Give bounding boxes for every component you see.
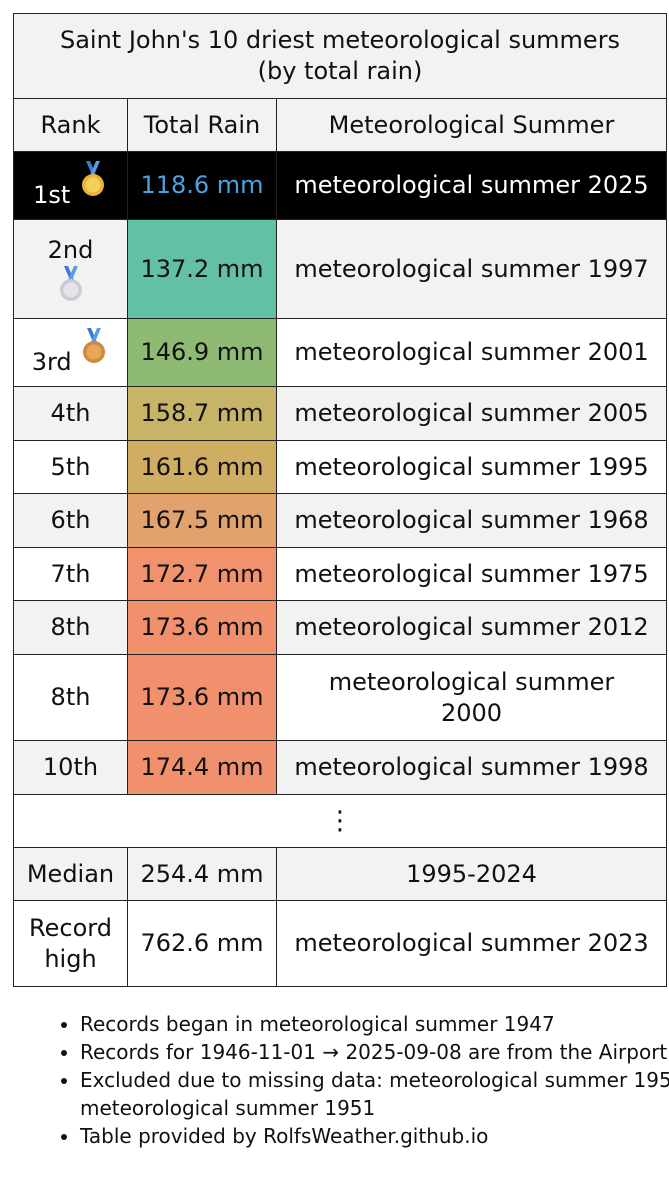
rain-value: 137.2 mm [127, 219, 277, 319]
note-item: Records for 1946-11-01 → 2025-09-08 are … [80, 1038, 669, 1066]
rain-value: 158.7 mm [127, 386, 277, 441]
rank-cell: 6th [13, 493, 128, 548]
record-label-line-2: high [44, 944, 97, 973]
season-cell: meteorological summer 2012 [275, 600, 668, 655]
table-row: 8th 173.6 mm meteorological summer 2000 [13, 654, 668, 741]
title-line-1: Saint John's 10 driest meteorological su… [59, 26, 621, 54]
median-row: Median 254.4 mm 1995-2024 [13, 847, 668, 901]
season-cell: meteorological summer 1998 [275, 740, 668, 795]
table-title: Saint John's 10 driest meteorological su… [12, 13, 668, 99]
table-row: 6th 167.5 mm meteorological summer 1968 [13, 493, 668, 548]
rank-cell: 4th [13, 386, 128, 441]
season-cell: meteorological summer 1975 [275, 547, 668, 601]
rank-label: 2nd [47, 235, 94, 264]
record-high-label: Record high [13, 900, 128, 987]
header-rank: Rank [13, 98, 128, 152]
rank-cell: 8th [13, 654, 128, 741]
table-row: 4th 158.7 mm meteorological summer 2005 [13, 386, 668, 441]
rank-cell: 8th [13, 600, 128, 655]
median-period: 1995-2024 [275, 847, 668, 901]
rank-cell: 2nd [13, 219, 128, 319]
rain-value: 146.9 mm [127, 318, 277, 387]
note-item: Excluded due to missing data: meteorolog… [80, 1066, 669, 1122]
table-row: 2nd 137.2 mm meteorological summer 1997 [13, 219, 668, 319]
rank-label: 3rd [31, 347, 72, 376]
rain-value: 172.7 mm [127, 547, 277, 601]
note-item: Table provided by RolfsWeather.github.io [80, 1122, 669, 1150]
season-cell: meteorological summer 2001 [275, 318, 668, 387]
table-row: 8th 173.6 mm meteorological summer 2012 [13, 600, 668, 655]
table-row: 7th 172.7 mm meteorological summer 1975 [13, 547, 668, 601]
header-total-rain: Total Rain [127, 98, 277, 152]
header-row: Rank Total Rain Meteorological Summer [13, 98, 668, 152]
rain-value: 173.6 mm [127, 600, 277, 655]
table-row: 3rd 146.9 mm meteorological summer 2001 [13, 318, 668, 387]
record-high-season: meteorological summer 2023 [275, 900, 668, 987]
driest-summers-table: Saint John's 10 driest meteorological su… [12, 13, 668, 987]
record-high-row: Record high 762.6 mm meteorological summ… [13, 900, 668, 987]
rain-value: 173.6 mm [127, 654, 277, 741]
season-line-2: 2000 [440, 698, 503, 727]
table-row: 5th 161.6 mm meteorological summer 1995 [13, 440, 668, 494]
season-cell: meteorological summer 1997 [275, 219, 668, 319]
rain-value: 161.6 mm [127, 440, 277, 494]
season-cell: meteorological summer 1968 [275, 493, 668, 548]
record-label-line-1: Record [29, 913, 112, 942]
median-label: Median [13, 847, 128, 901]
table-row: 1st 118.6 mm meteorological summer 2025 [13, 151, 668, 220]
rank-cell: 7th [13, 547, 128, 601]
gold-medal-icon [78, 160, 108, 199]
median-rain: 254.4 mm [127, 847, 277, 901]
bronze-medal-icon [79, 327, 109, 366]
season-cell: meteorological summer 2005 [275, 386, 668, 441]
ellipsis-row: ⋮ [12, 794, 668, 848]
rain-value: 118.6 mm [127, 151, 277, 220]
season-cell: meteorological summer 2025 [275, 151, 668, 220]
rank-label: 1st [33, 180, 71, 209]
header-season: Meteorological Summer [275, 98, 668, 152]
ellipsis: ⋮ [12, 794, 668, 848]
rank-cell: 5th [13, 440, 128, 494]
note-item: Records began in meteorological summer 1… [80, 1010, 669, 1038]
record-high-rain: 762.6 mm [127, 900, 277, 987]
rank-cell: 10th [13, 740, 128, 795]
notes-list: Records began in meteorological summer 1… [40, 1010, 669, 1150]
silver-medal-icon [56, 265, 86, 304]
rain-value: 174.4 mm [127, 740, 277, 795]
table-row: 10th 174.4 mm meteorological summer 1998 [13, 740, 668, 795]
rank-cell: 3rd [13, 318, 128, 387]
season-cell: meteorological summer 1995 [275, 440, 668, 494]
title-line-2: (by total rain) [257, 57, 423, 85]
rank-cell: 1st [13, 151, 128, 220]
rain-value: 167.5 mm [127, 493, 277, 548]
season-cell: meteorological summer 2000 [275, 654, 668, 741]
season-line-1: meteorological summer [328, 667, 615, 696]
